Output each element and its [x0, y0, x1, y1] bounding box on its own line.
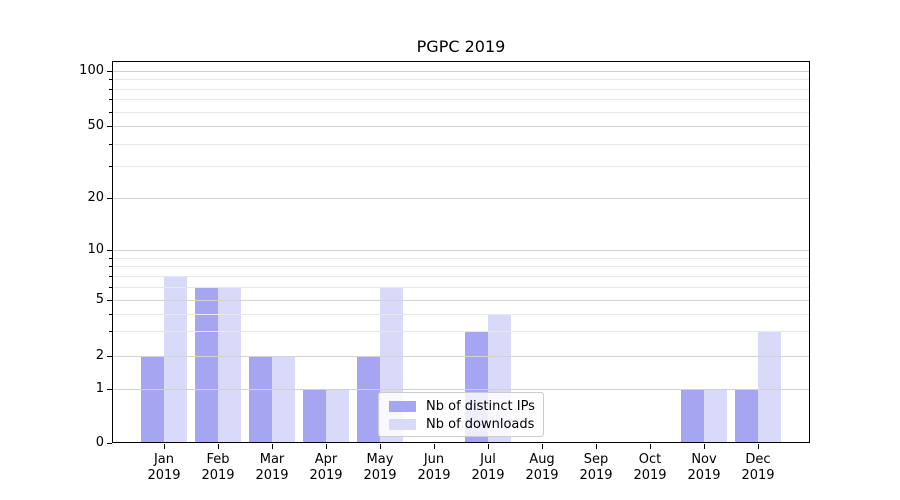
- y-tick-mark: [107, 300, 112, 301]
- y-tick-mark: [107, 356, 112, 357]
- legend-item: Nb of downloads: [389, 416, 535, 433]
- grid-line-minor: [113, 314, 809, 315]
- y-minor-tick-mark: [109, 331, 112, 332]
- y-tick-label: 2: [95, 348, 104, 363]
- x-tick-label: Jun 2019: [417, 452, 451, 483]
- x-tick-label: May 2019: [363, 452, 397, 483]
- x-tick-mark: [596, 444, 597, 449]
- x-tick-mark: [164, 444, 165, 449]
- x-tick-mark: [542, 444, 543, 449]
- x-tick-mark: [704, 444, 705, 449]
- grid-line-minor: [113, 144, 809, 145]
- bar-downloads: [326, 389, 349, 443]
- grid-line-major: [113, 198, 809, 199]
- x-tick-label: Feb 2019: [201, 452, 235, 483]
- x-tick-label: Dec 2019: [741, 452, 775, 483]
- y-tick-label: 0: [95, 435, 104, 450]
- x-tick-label: Mar 2019: [255, 452, 289, 483]
- x-tick-mark: [758, 444, 759, 449]
- y-tick-label: 1: [95, 381, 104, 396]
- grid-line-major: [113, 389, 809, 390]
- legend-swatch-downloads: [389, 419, 416, 430]
- y-tick-label: 100: [79, 63, 104, 78]
- grid-line-minor: [113, 166, 809, 167]
- grid-line-minor: [113, 112, 809, 113]
- x-tick-label: Nov 2019: [687, 452, 721, 483]
- x-tick-mark: [488, 444, 489, 449]
- y-minor-tick-mark: [109, 89, 112, 90]
- legend-item: Nb of distinct IPs: [389, 398, 535, 415]
- y-minor-tick-mark: [109, 166, 112, 167]
- bar-downloads: [758, 331, 781, 443]
- grid-line-major: [113, 356, 809, 357]
- y-tick-mark: [107, 71, 112, 72]
- legend-label: Nb of downloads: [426, 416, 535, 432]
- x-tick-mark: [650, 444, 651, 449]
- x-tick-mark: [434, 444, 435, 449]
- y-minor-tick-mark: [109, 258, 112, 259]
- grid-line-minor: [113, 79, 809, 80]
- bar-downloads: [704, 389, 727, 443]
- legend-label: Nb of distinct IPs: [426, 398, 535, 414]
- y-tick-label: 10: [87, 242, 104, 257]
- x-tick-label: Aug 2019: [525, 452, 559, 483]
- grid-line-minor: [113, 258, 809, 259]
- grid-line-minor: [113, 89, 809, 90]
- y-tick-mark: [107, 389, 112, 390]
- y-minor-tick-mark: [109, 112, 112, 113]
- grid-line-minor: [113, 287, 809, 288]
- chart-title: PGPC 2019: [416, 37, 506, 56]
- bar-distinct-ips: [249, 356, 272, 443]
- y-tick-mark: [107, 443, 112, 444]
- x-tick-label: Oct 2019: [633, 452, 667, 483]
- bar-distinct-ips: [141, 356, 164, 443]
- bar-distinct-ips: [681, 389, 704, 443]
- x-tick-mark: [218, 444, 219, 449]
- grid-line-minor: [113, 266, 809, 267]
- bar-downloads: [164, 275, 187, 443]
- y-tick-mark: [107, 126, 112, 127]
- grid-line-minor: [113, 276, 809, 277]
- bar-downloads: [218, 286, 241, 443]
- bar-distinct-ips: [303, 389, 326, 443]
- bar-downloads: [272, 356, 295, 443]
- y-minor-tick-mark: [109, 266, 112, 267]
- bar-distinct-ips: [735, 389, 758, 443]
- y-minor-tick-mark: [109, 314, 112, 315]
- grid-line-major: [113, 126, 809, 127]
- x-tick-label: Jul 2019: [471, 452, 505, 483]
- y-minor-tick-mark: [109, 99, 112, 100]
- y-minor-tick-mark: [109, 287, 112, 288]
- x-tick-label: Apr 2019: [309, 452, 343, 483]
- grid-line-major: [113, 71, 809, 72]
- x-tick-label: Jan 2019: [147, 452, 181, 483]
- y-minor-tick-mark: [109, 276, 112, 277]
- bar-distinct-ips: [195, 286, 218, 443]
- x-tick-mark: [272, 444, 273, 449]
- grid-line-minor: [113, 331, 809, 332]
- x-tick-label: Sep 2019: [579, 452, 613, 483]
- y-tick-label: 20: [87, 190, 104, 205]
- grid-line-major: [113, 300, 809, 301]
- legend: Nb of distinct IPs Nb of downloads: [378, 392, 544, 437]
- y-tick-label: 50: [87, 118, 104, 133]
- bar-distinct-ips: [357, 356, 380, 443]
- y-minor-tick-mark: [109, 144, 112, 145]
- y-minor-tick-mark: [109, 79, 112, 80]
- x-tick-mark: [326, 444, 327, 449]
- plot-area: [112, 61, 810, 443]
- legend-swatch-distinct-ips: [389, 401, 416, 412]
- y-tick-mark: [107, 250, 112, 251]
- y-tick-label: 5: [95, 292, 104, 307]
- grid-line-major: [113, 250, 809, 251]
- x-tick-mark: [380, 444, 381, 449]
- y-tick-mark: [107, 198, 112, 199]
- grid-line-minor: [113, 99, 809, 100]
